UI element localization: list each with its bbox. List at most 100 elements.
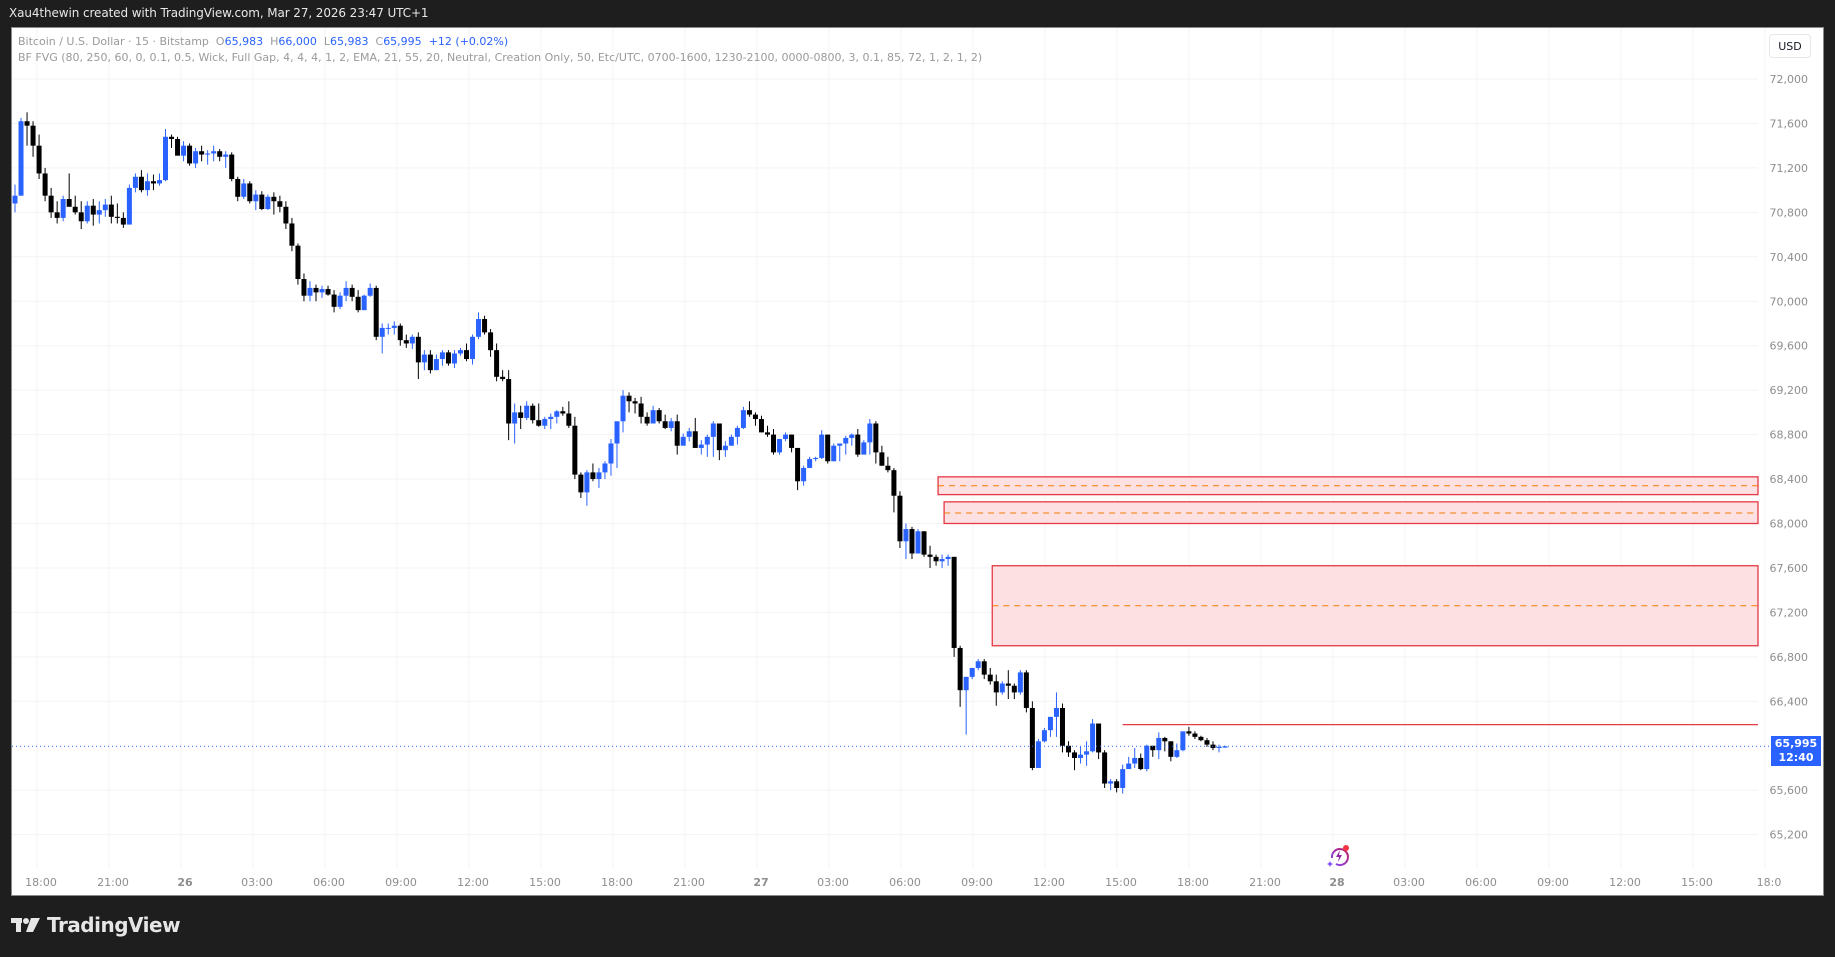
candle xyxy=(102,199,108,217)
candle xyxy=(373,285,379,341)
price-axis-label: 65,200 xyxy=(1770,829,1809,842)
currency-button[interactable]: USD xyxy=(1769,34,1811,58)
candle xyxy=(602,461,608,480)
time-axis-label: 18:00 xyxy=(601,876,633,889)
candle xyxy=(199,145,205,162)
candle xyxy=(626,392,632,413)
candle xyxy=(60,195,66,222)
symbol-name[interactable]: Bitcoin / U.S. Dollar · 15 · Bitstamp xyxy=(18,35,209,48)
candle xyxy=(638,396,644,424)
candle xyxy=(1174,743,1180,758)
fvg-zone[interactable] xyxy=(943,501,1759,525)
candle xyxy=(84,201,90,224)
candle xyxy=(379,323,385,354)
tradingview-footer: TradingView xyxy=(11,913,181,937)
candle xyxy=(1144,744,1150,772)
candle xyxy=(253,190,259,211)
time-axis-label: 06:00 xyxy=(889,876,921,889)
candle xyxy=(1114,779,1120,793)
candle xyxy=(662,414,668,430)
candle xyxy=(361,294,367,311)
candle xyxy=(608,439,614,476)
candle xyxy=(1059,703,1065,753)
price-axis-label: 71,600 xyxy=(1770,117,1809,130)
candle xyxy=(614,421,620,468)
candle xyxy=(325,285,331,296)
candle xyxy=(578,472,584,498)
candlestick-chart[interactable]: 72,000 71,600 71,200 70,800 70,400 70,000 69,6… xyxy=(12,28,1823,895)
candle xyxy=(445,350,451,366)
tradingview-brand: TradingView xyxy=(47,913,181,937)
candle xyxy=(644,412,650,426)
candle xyxy=(385,323,391,335)
candle xyxy=(271,192,277,215)
time-axis-label: 09:00 xyxy=(961,876,993,889)
indicator-line[interactable]: BF FVG (80, 250, 60, 0, 0.1, 0.5, Wick, … xyxy=(18,51,983,64)
bar-countdown: 12:40 xyxy=(1778,751,1814,765)
time-axis-label: 03:00 xyxy=(1393,876,1425,889)
ai-assistant-icon[interactable] xyxy=(1327,844,1351,868)
candle xyxy=(879,445,885,466)
candle xyxy=(169,134,175,148)
candle xyxy=(1035,739,1041,768)
candle xyxy=(24,112,30,146)
candle xyxy=(837,443,843,462)
candle xyxy=(205,150,211,165)
candle xyxy=(686,427,692,442)
candle xyxy=(897,491,903,548)
candle xyxy=(427,350,433,374)
time-axis-label: 06:00 xyxy=(1465,876,1497,889)
candle xyxy=(506,370,512,441)
candle xyxy=(548,413,554,430)
candle xyxy=(1198,735,1204,742)
candle xyxy=(542,416,548,430)
candle xyxy=(54,201,60,224)
candle xyxy=(831,443,837,462)
candle xyxy=(1084,741,1090,766)
candle xyxy=(126,184,132,225)
candle xyxy=(632,397,638,414)
time-axis-label: 12:00 xyxy=(1609,876,1641,889)
candle xyxy=(114,203,120,224)
low-value: 65,983 xyxy=(330,35,369,48)
candle xyxy=(1120,764,1126,794)
price-axis-label: 67,200 xyxy=(1770,606,1809,619)
candle xyxy=(584,470,590,506)
candle xyxy=(704,434,710,457)
candle xyxy=(156,173,162,186)
candle xyxy=(680,433,686,446)
candle xyxy=(1156,732,1162,760)
price-axis-label: 68,800 xyxy=(1770,429,1809,442)
candle xyxy=(975,659,981,671)
chart-frame[interactable]: 72,000 71,600 71,200 70,800 70,400 70,000 69,6… xyxy=(11,27,1824,896)
candle xyxy=(789,434,795,453)
time-axis-label: 03:00 xyxy=(241,876,273,889)
fvg-zone[interactable] xyxy=(937,476,1759,496)
time-axis-label: 12:00 xyxy=(457,876,489,889)
candle xyxy=(367,283,373,297)
candle xyxy=(223,151,229,168)
candle xyxy=(1090,719,1096,753)
candle xyxy=(1047,716,1053,737)
candle xyxy=(235,176,241,202)
candle xyxy=(18,117,24,196)
candle xyxy=(536,403,542,427)
candle xyxy=(48,187,54,218)
candle xyxy=(108,195,114,224)
candle xyxy=(554,410,560,424)
candle xyxy=(728,434,734,446)
candle xyxy=(873,421,879,464)
candle xyxy=(620,390,626,433)
price-axis-label: 69,200 xyxy=(1770,384,1809,397)
candle xyxy=(494,343,500,382)
candle xyxy=(524,401,530,421)
fvg-zone[interactable] xyxy=(991,565,1759,647)
candle xyxy=(716,423,722,461)
time-axis-label: 18:0 xyxy=(1757,876,1782,889)
candle xyxy=(710,421,716,457)
candle xyxy=(650,405,656,424)
candle xyxy=(78,201,84,230)
time-axis-label: 15:00 xyxy=(1681,876,1713,889)
time-axis-label: 09:00 xyxy=(1537,876,1569,889)
candle xyxy=(42,167,48,202)
